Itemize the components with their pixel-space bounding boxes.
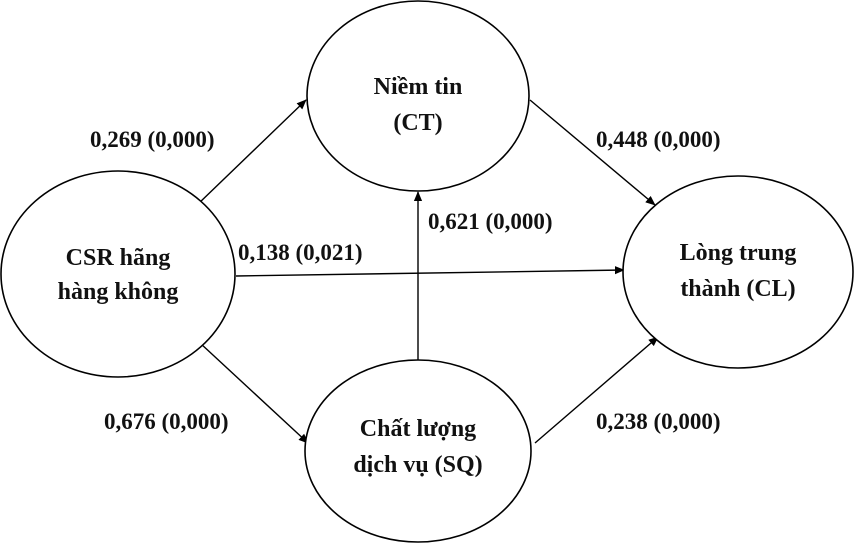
node-cl: Lòng trung thành (CL): [622, 175, 854, 369]
node-sq: Chất lượng dịch vụ (SQ): [304, 359, 532, 543]
edge-csr-sq: [199, 342, 309, 444]
edge-csr-cl: [235, 265, 625, 277]
node-csr-line2: hàng không: [58, 279, 179, 305]
node-ct-line1: Niềm tin: [374, 74, 463, 100]
node-ct: Niềm tin (CT): [306, 0, 530, 192]
edge-label-csr-ct: 0,269 (0,000): [90, 127, 215, 152]
node-ct-line2: (CT): [393, 110, 442, 136]
edge-csr-ct: [196, 99, 307, 206]
edge-label-ct-cl: 0,448 (0,000): [596, 127, 721, 152]
edge-ct-cl: [529, 99, 656, 206]
edge-label-csr-cl: 0,138 (0,021): [238, 240, 363, 265]
edge-label-csr-sq: 0,676 (0,000): [104, 409, 229, 434]
edge-sq-cl: [534, 336, 659, 444]
edge-label-sq-cl: 0,238 (0,000): [596, 409, 721, 434]
node-sq-line2: dịch vụ (SQ): [353, 452, 482, 478]
edge-label-sq-ct: 0,621 (0,000): [428, 209, 553, 234]
node-cl-line2: thành (CL): [680, 276, 795, 302]
node-cl-line1: Lòng trung: [680, 240, 797, 266]
node-csr-line1: CSR hãng: [66, 245, 171, 271]
node-csr: CSR hãng hàng không: [0, 170, 236, 378]
node-sq-line1: Chất lượng: [360, 416, 476, 442]
